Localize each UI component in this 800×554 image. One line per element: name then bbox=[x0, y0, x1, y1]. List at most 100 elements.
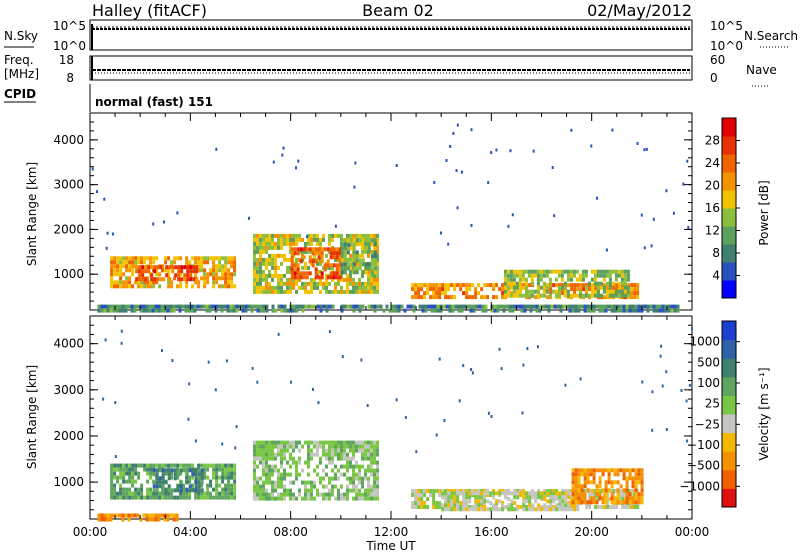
scatter-cell bbox=[592, 304, 596, 309]
scatter-cell bbox=[304, 488, 307, 493]
scatter-cell bbox=[253, 492, 256, 497]
scatter-cell bbox=[310, 233, 313, 238]
scatter-cell bbox=[197, 268, 201, 273]
scatter-cell bbox=[331, 440, 334, 445]
scatter-cell bbox=[355, 233, 358, 238]
scatter-cell bbox=[355, 472, 358, 477]
scatter-cell bbox=[507, 497, 511, 501]
scatter-cell bbox=[328, 289, 331, 294]
colorbar-segment bbox=[722, 172, 736, 191]
scatter-cell bbox=[212, 475, 216, 480]
scatter-cell bbox=[501, 291, 505, 296]
scatter-cell bbox=[498, 347, 501, 351]
scatter-cell bbox=[583, 480, 587, 485]
scatter-cell bbox=[253, 269, 256, 274]
scatter-cell bbox=[340, 308, 344, 313]
scatter-cell bbox=[152, 480, 156, 485]
scatter-cell bbox=[475, 304, 479, 309]
scatter-cell bbox=[125, 256, 129, 261]
scatter-cell bbox=[355, 464, 358, 469]
scatter-cell bbox=[417, 505, 421, 509]
freq-label-2: [MHz] bbox=[4, 67, 39, 81]
scatter-cell bbox=[617, 281, 621, 286]
scatter-cell bbox=[516, 491, 520, 496]
scatter-cell bbox=[145, 308, 149, 313]
scatter-cell bbox=[329, 251, 333, 256]
scatter-cell bbox=[634, 500, 638, 505]
scatter-cell bbox=[640, 496, 644, 501]
scatter-cell bbox=[116, 264, 120, 269]
scatter-cell bbox=[634, 468, 638, 473]
scatter-cell bbox=[625, 468, 629, 473]
scatter-cell bbox=[340, 464, 343, 469]
scatter-cell bbox=[173, 260, 177, 265]
scatter-cell bbox=[320, 275, 324, 280]
scatter-cell bbox=[440, 231, 442, 235]
scatter-cell bbox=[164, 480, 168, 485]
scatter-cell bbox=[370, 277, 373, 282]
scatter-cell bbox=[540, 507, 544, 512]
scatter-cell bbox=[505, 304, 509, 309]
x-tick-label: 16:00 bbox=[474, 525, 509, 539]
scatter-cell bbox=[187, 417, 190, 421]
scatter-cell bbox=[292, 237, 295, 242]
scatter-cell bbox=[506, 293, 510, 298]
scatter-cell bbox=[395, 164, 398, 167]
scatter-cell bbox=[655, 308, 659, 313]
scatter-cell bbox=[310, 440, 313, 445]
scatter-cell bbox=[411, 505, 415, 509]
scatter-cell bbox=[265, 440, 268, 445]
scatter-cell bbox=[566, 277, 570, 282]
scatter-cell bbox=[206, 260, 210, 265]
scatter-cell bbox=[290, 251, 294, 256]
scatter-cell bbox=[140, 487, 144, 492]
scatter-cell bbox=[121, 308, 125, 313]
scatter-cell bbox=[230, 483, 234, 488]
scatter-cell bbox=[292, 308, 296, 313]
scatter-cell bbox=[352, 496, 355, 501]
scatter-cell bbox=[465, 491, 469, 496]
scatter-cell bbox=[370, 238, 374, 243]
scatter-cell bbox=[561, 495, 565, 500]
scatter-cell bbox=[634, 492, 638, 497]
scatter-cell bbox=[146, 471, 150, 476]
scatter-cell bbox=[235, 304, 239, 309]
scatter-cell bbox=[149, 463, 153, 468]
scatter-cell bbox=[470, 368, 473, 371]
scatter-cell bbox=[343, 242, 347, 247]
scatter-cell bbox=[110, 495, 114, 500]
scatter-cell bbox=[444, 295, 448, 300]
scatter-cell bbox=[564, 495, 568, 500]
scatter-cell bbox=[376, 269, 379, 274]
scatter-cell bbox=[268, 464, 271, 469]
scatter-cell bbox=[149, 475, 153, 480]
scatter-cell bbox=[580, 488, 584, 493]
scatter-cell bbox=[214, 308, 218, 313]
scatter-cell bbox=[376, 448, 379, 453]
scatter-cell bbox=[158, 284, 162, 289]
scatter-cell bbox=[506, 277, 510, 282]
scatter-cell bbox=[160, 304, 164, 309]
scatter-cell bbox=[486, 507, 490, 512]
scatter-cell bbox=[367, 238, 371, 243]
scatter-cell bbox=[450, 283, 454, 288]
scatter-cell bbox=[571, 496, 575, 501]
scatter-cell bbox=[536, 289, 540, 294]
scatter-cell bbox=[179, 463, 183, 468]
scatter-cell bbox=[152, 495, 156, 500]
scatter-cell bbox=[280, 452, 283, 457]
scatter-cell bbox=[280, 444, 283, 449]
scatter-cell bbox=[110, 491, 114, 496]
scatter-cell bbox=[290, 275, 294, 280]
scatter-cell bbox=[319, 281, 322, 286]
scatter-cell bbox=[280, 472, 283, 477]
scatter-cell bbox=[658, 304, 662, 309]
scatter-cell bbox=[176, 468, 180, 473]
scatter-cell bbox=[200, 463, 204, 468]
scatter-cell bbox=[493, 304, 497, 309]
scatter-cell bbox=[265, 456, 268, 461]
scatter-cell bbox=[328, 476, 331, 481]
scatter-cell bbox=[364, 262, 368, 267]
scatter-cell bbox=[280, 308, 284, 313]
scatter-cell bbox=[262, 448, 265, 453]
